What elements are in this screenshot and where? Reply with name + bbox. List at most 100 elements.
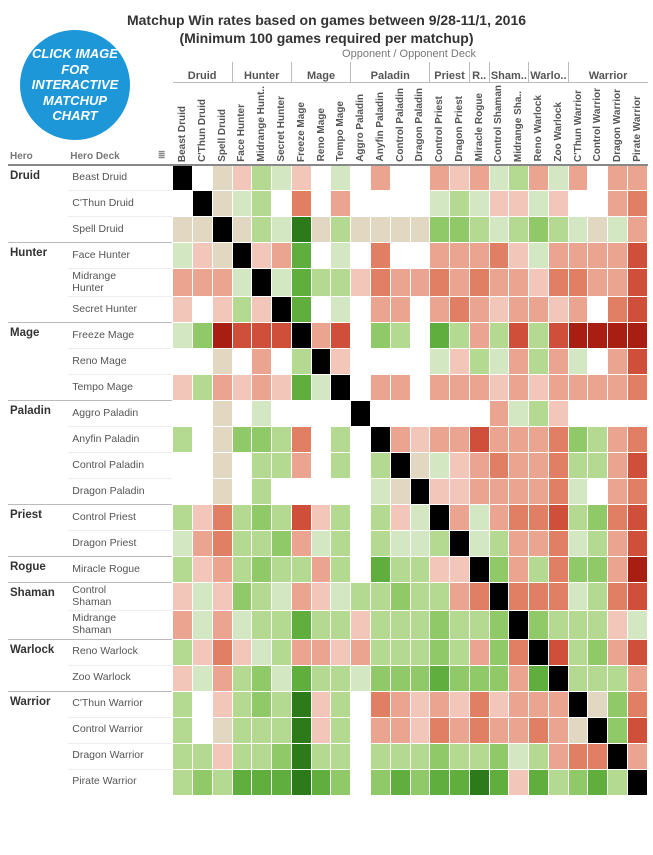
- heat-cell[interactable]: [489, 217, 509, 243]
- heat-cell[interactable]: [232, 743, 252, 769]
- heat-cell[interactable]: [390, 479, 410, 505]
- heat-cell[interactable]: [410, 191, 430, 217]
- heat-cell[interactable]: [469, 297, 489, 323]
- heat-cell[interactable]: [489, 323, 509, 349]
- heat-cell[interactable]: [252, 269, 272, 297]
- heat-cell[interactable]: [469, 531, 489, 557]
- heat-cell[interactable]: [390, 323, 410, 349]
- heat-cell[interactable]: [173, 427, 193, 453]
- heat-cell[interactable]: [370, 743, 390, 769]
- heat-cell[interactable]: [291, 611, 311, 639]
- heat-cell[interactable]: [193, 665, 213, 691]
- heat-cell[interactable]: [410, 557, 430, 583]
- heat-cell[interactable]: [627, 611, 647, 639]
- heat-cell[interactable]: [272, 269, 292, 297]
- heat-cell[interactable]: [331, 269, 351, 297]
- heat-cell[interactable]: [212, 349, 232, 375]
- heat-cell[interactable]: [450, 297, 470, 323]
- heat-cell[interactable]: [509, 665, 529, 691]
- heat-cell[interactable]: [193, 769, 213, 795]
- heat-cell[interactable]: [252, 717, 272, 743]
- heat-cell[interactable]: [430, 665, 450, 691]
- sort-icon[interactable]: ≣: [151, 82, 173, 165]
- heat-cell[interactable]: [410, 401, 430, 427]
- heat-cell[interactable]: [291, 243, 311, 269]
- heat-cell[interactable]: [193, 269, 213, 297]
- heat-cell[interactable]: [608, 769, 628, 795]
- heat-cell[interactable]: [173, 191, 193, 217]
- heat-cell[interactable]: [390, 217, 410, 243]
- heat-cell[interactable]: [272, 349, 292, 375]
- heat-cell[interactable]: [390, 243, 410, 269]
- heat-cell[interactable]: [390, 401, 410, 427]
- heat-cell[interactable]: [529, 375, 549, 401]
- heat-cell[interactable]: [173, 479, 193, 505]
- heat-cell[interactable]: [193, 479, 213, 505]
- heat-cell[interactable]: [588, 191, 608, 217]
- heat-cell[interactable]: [608, 505, 628, 531]
- heat-cell[interactable]: [509, 479, 529, 505]
- heat-cell[interactable]: [568, 165, 588, 191]
- heat-cell[interactable]: [311, 611, 331, 639]
- heat-cell[interactable]: [331, 375, 351, 401]
- heat-cell[interactable]: [627, 639, 647, 665]
- heat-cell[interactable]: [608, 479, 628, 505]
- heat-cell[interactable]: [311, 453, 331, 479]
- heat-cell[interactable]: [469, 349, 489, 375]
- heat-cell[interactable]: [588, 583, 608, 611]
- heat-cell[interactable]: [529, 401, 549, 427]
- heat-cell[interactable]: [568, 191, 588, 217]
- heat-cell[interactable]: [232, 297, 252, 323]
- heat-cell[interactable]: [450, 611, 470, 639]
- heat-cell[interactable]: [331, 665, 351, 691]
- heat-cell[interactable]: [588, 557, 608, 583]
- heat-cell[interactable]: [193, 427, 213, 453]
- heat-cell[interactable]: [548, 453, 568, 479]
- heat-cell[interactable]: [212, 611, 232, 639]
- heat-cell[interactable]: [351, 717, 371, 743]
- heat-cell[interactable]: [469, 505, 489, 531]
- heat-cell[interactable]: [291, 717, 311, 743]
- heat-cell[interactable]: [173, 505, 193, 531]
- heat-cell[interactable]: [450, 375, 470, 401]
- heat-cell[interactable]: [410, 323, 430, 349]
- heat-cell[interactable]: [548, 323, 568, 349]
- heat-cell[interactable]: [311, 191, 331, 217]
- heat-cell[interactable]: [509, 639, 529, 665]
- heat-cell[interactable]: [232, 165, 252, 191]
- heat-cell[interactable]: [450, 165, 470, 191]
- heat-cell[interactable]: [430, 717, 450, 743]
- heat-cell[interactable]: [232, 611, 252, 639]
- heat-cell[interactable]: [331, 297, 351, 323]
- heat-cell[interactable]: [193, 639, 213, 665]
- heat-cell[interactable]: [608, 217, 628, 243]
- heat-cell[interactable]: [410, 717, 430, 743]
- heat-cell[interactable]: [173, 165, 193, 191]
- heat-cell[interactable]: [370, 665, 390, 691]
- heat-cell[interactable]: [291, 401, 311, 427]
- heat-cell[interactable]: [588, 769, 608, 795]
- heat-cell[interactable]: [489, 611, 509, 639]
- heat-cell[interactable]: [588, 427, 608, 453]
- heat-cell[interactable]: [627, 479, 647, 505]
- heat-cell[interactable]: [173, 349, 193, 375]
- heat-cell[interactable]: [193, 401, 213, 427]
- heat-cell[interactable]: [390, 269, 410, 297]
- heat-cell[interactable]: [469, 665, 489, 691]
- heat-cell[interactable]: [608, 557, 628, 583]
- heat-cell[interactable]: [351, 349, 371, 375]
- heat-cell[interactable]: [193, 297, 213, 323]
- heat-cell[interactable]: [548, 269, 568, 297]
- heat-cell[interactable]: [331, 191, 351, 217]
- heat-cell[interactable]: [193, 583, 213, 611]
- heat-cell[interactable]: [370, 717, 390, 743]
- heat-cell[interactable]: [252, 691, 272, 717]
- heat-cell[interactable]: [291, 269, 311, 297]
- heat-cell[interactable]: [469, 375, 489, 401]
- heat-cell[interactable]: [390, 717, 410, 743]
- heat-cell[interactable]: [351, 583, 371, 611]
- heat-cell[interactable]: [489, 427, 509, 453]
- heat-cell[interactable]: [548, 217, 568, 243]
- heat-cell[interactable]: [509, 349, 529, 375]
- heat-cell[interactable]: [568, 505, 588, 531]
